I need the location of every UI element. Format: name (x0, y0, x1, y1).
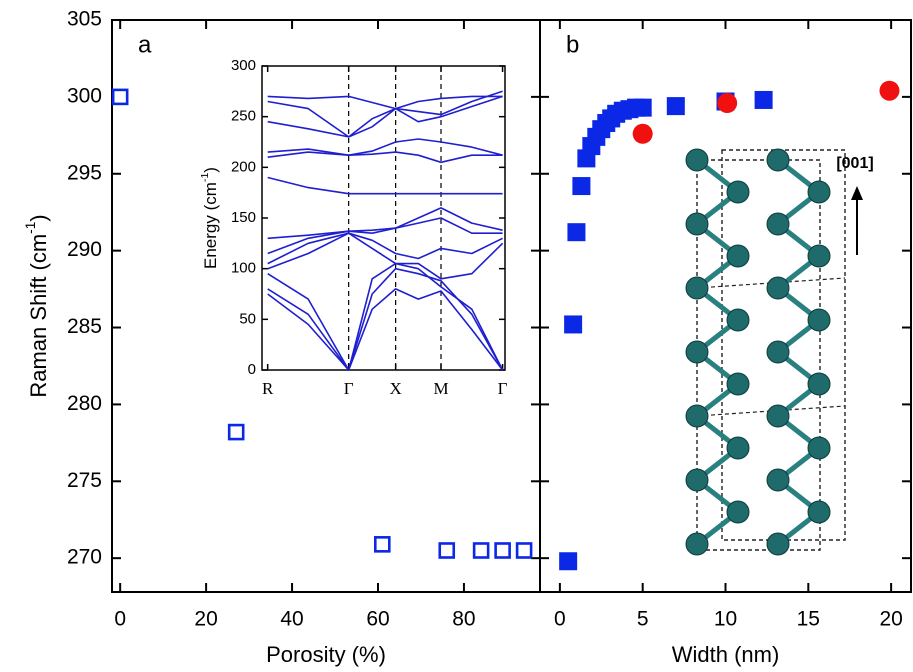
y-tick-label: 290 (67, 238, 102, 261)
direction-arrowhead (851, 186, 863, 200)
x-axis-label: Width (nm) (672, 642, 780, 667)
atom (686, 533, 708, 555)
data-point (113, 90, 127, 104)
data-point (474, 543, 488, 557)
y-tick-label: 275 (67, 469, 102, 492)
atom (808, 437, 830, 459)
y-tick-label: 280 (67, 392, 102, 415)
data-point (572, 177, 590, 195)
y-tick-label: 150 (231, 209, 256, 226)
y-axis-label: Energy (cm-1) (199, 167, 221, 269)
y-axis-label-sup: -1 (199, 173, 211, 183)
y-tick-label: 200 (231, 158, 256, 175)
atom (808, 501, 830, 523)
x-tick-label: 15 (797, 608, 820, 631)
x-tick-label: 20 (194, 608, 217, 631)
atom (767, 405, 789, 427)
y-tick-label: 300 (231, 57, 256, 74)
atom (808, 181, 830, 203)
structure-illustration: [001] (686, 149, 874, 555)
atom (727, 245, 749, 267)
figure: 0 20 40 60 80 270 275 280 285 290 295 300 305 a Porosi… (0, 0, 913, 672)
y-tick-label: 250 (231, 108, 256, 125)
y-tick-label: 270 (67, 546, 102, 569)
atom (727, 437, 749, 459)
x-tick-label: 10 (714, 608, 737, 631)
atom (686, 213, 708, 235)
y-axis-label: Raman Shift (cm-1) (23, 214, 51, 397)
atom (808, 245, 830, 267)
data-point (564, 315, 582, 333)
x-tick-label: R (262, 379, 274, 398)
x-tick-label: 80 (452, 608, 475, 631)
y-tick-label: 295 (67, 161, 102, 184)
atom (808, 373, 830, 395)
y-tick-label: 0 (248, 361, 256, 378)
y-tick-label: 285 (67, 315, 102, 338)
y-axis-label-text: Energy (cm (201, 182, 220, 269)
atom (727, 309, 749, 331)
panel-label: a (138, 31, 152, 58)
y-tick-label: 100 (231, 260, 256, 277)
y-axis-label-text: Raman Shift (cm (26, 234, 51, 398)
x-tick-label: 0 (114, 608, 126, 631)
x-tick-label: X (390, 379, 402, 398)
x-tick-label: Γ (498, 379, 508, 398)
data-point (229, 425, 243, 439)
y-tick-label: 50 (239, 310, 256, 327)
y-axis-label-end: ) (201, 167, 220, 173)
atom (686, 405, 708, 427)
atom (686, 277, 708, 299)
atom (767, 277, 789, 299)
data-point (634, 99, 652, 117)
atom (808, 309, 830, 331)
atom (727, 181, 749, 203)
atom (686, 149, 708, 171)
y-axis-label-sup: -1 (23, 222, 38, 234)
atom (767, 149, 789, 171)
x-tick-label: 60 (366, 608, 389, 631)
atom (767, 469, 789, 491)
data-point (496, 543, 510, 557)
data-point (375, 537, 389, 551)
data-point (517, 543, 531, 557)
atom (767, 341, 789, 363)
data-point (559, 552, 577, 570)
x-tick-label: 5 (637, 608, 649, 631)
x-axis-label: Porosity (%) (266, 642, 386, 667)
page: 0 20 40 60 80 270 275 280 285 290 295 300 305 a Porosi… (0, 0, 913, 672)
direction-label: [001] (836, 155, 873, 172)
data-point (717, 93, 737, 113)
atom (767, 213, 789, 235)
x-tick-label: 0 (554, 608, 566, 631)
y-tick-label: 305 (67, 8, 102, 31)
x-tick-label: M (433, 379, 448, 398)
data-point (755, 91, 773, 109)
data-point (879, 81, 899, 101)
data-point (667, 97, 685, 115)
atom (767, 533, 789, 555)
atom (686, 341, 708, 363)
y-axis-label-end: ) (26, 214, 51, 221)
panel-label: b (566, 31, 579, 58)
x-tick-label: Γ (344, 379, 354, 398)
x-tick-label: 20 (879, 608, 902, 631)
x-tick-label: 40 (280, 608, 303, 631)
data-point (440, 543, 454, 557)
atom (686, 469, 708, 491)
atom (727, 373, 749, 395)
atom (727, 501, 749, 523)
y-tick-label: 300 (67, 84, 102, 107)
data-point (567, 223, 585, 241)
data-point (633, 124, 653, 144)
